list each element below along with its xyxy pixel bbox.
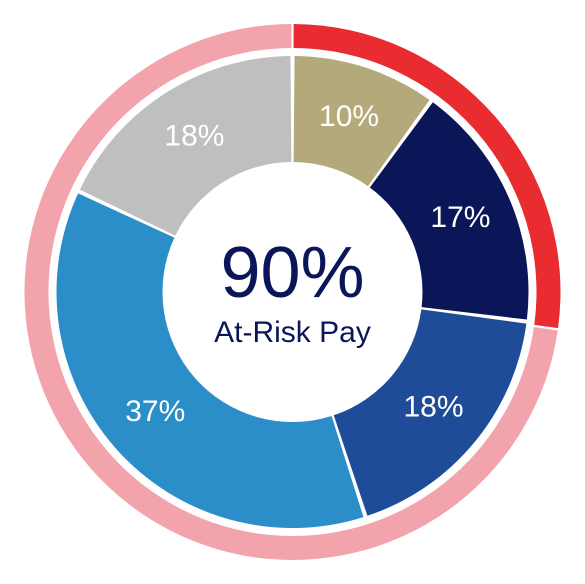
slice-label-4: 18%: [164, 119, 224, 152]
slice-label-1: 17%: [430, 201, 490, 234]
center-subtitle: At-Risk Pay: [214, 316, 371, 349]
slice-label-2: 18%: [403, 391, 463, 424]
slice-label-3: 37%: [125, 395, 185, 428]
center-percentage: 90%: [220, 233, 364, 313]
donut-chart: 10% 17% 18% 37% 18% 90% At-Risk Pay: [0, 0, 585, 584]
slice-label-0: 10%: [319, 100, 379, 133]
